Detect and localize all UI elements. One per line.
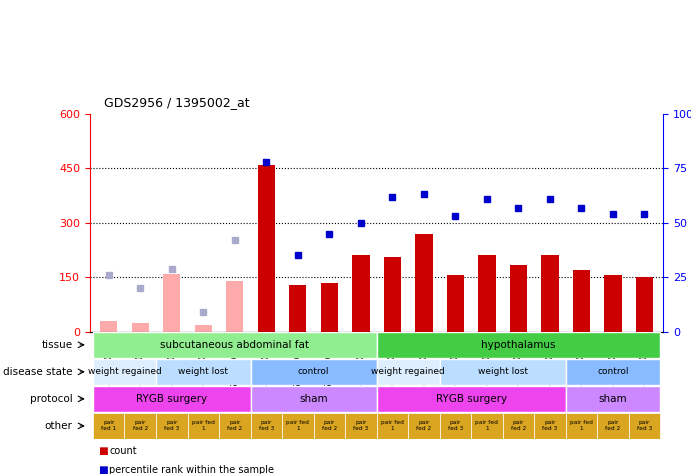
Text: pair
fed 2: pair fed 2 (416, 420, 431, 431)
Bar (604, 275, 622, 332)
Bar (471, 413, 502, 439)
Text: pair
fed 2: pair fed 2 (605, 420, 621, 431)
Bar (282, 413, 314, 439)
Text: protocol: protocol (30, 394, 73, 404)
Text: pair
fed 2: pair fed 2 (227, 420, 243, 431)
Text: other: other (45, 421, 73, 431)
Text: weight lost: weight lost (477, 367, 528, 376)
Bar (93, 332, 377, 358)
Text: sham: sham (598, 394, 627, 404)
Text: pair
fed 3: pair fed 3 (353, 420, 368, 431)
Bar (93, 359, 156, 385)
Bar (377, 386, 566, 412)
Text: control: control (597, 367, 629, 376)
Text: count: count (109, 446, 137, 456)
Bar (195, 325, 212, 332)
Bar (510, 264, 527, 332)
Text: pair
fed 2: pair fed 2 (133, 420, 148, 431)
Bar (408, 413, 439, 439)
Bar (566, 359, 660, 385)
Bar (93, 386, 251, 412)
Text: weight regained: weight regained (88, 367, 162, 376)
Bar (345, 413, 377, 439)
Bar (289, 284, 307, 332)
Text: subcutaneous abdominal fat: subcutaneous abdominal fat (160, 340, 310, 350)
Bar (226, 281, 243, 332)
Bar (124, 413, 156, 439)
Bar (541, 255, 558, 332)
Text: pair fed
1: pair fed 1 (192, 420, 215, 431)
Text: pair fed
1: pair fed 1 (286, 420, 310, 431)
Text: pair
fed 1: pair fed 1 (101, 420, 116, 431)
Text: RYGB surgery: RYGB surgery (136, 394, 207, 404)
Text: GDS2956 / 1395002_at: GDS2956 / 1395002_at (104, 96, 249, 109)
Text: RYGB surgery: RYGB surgery (435, 394, 507, 404)
Bar (446, 275, 464, 332)
Bar (352, 255, 370, 332)
Text: pair
fed 3: pair fed 3 (164, 420, 180, 431)
Bar (415, 234, 433, 332)
Bar (502, 413, 534, 439)
Text: pair
fed 3: pair fed 3 (258, 420, 274, 431)
Bar (597, 413, 629, 439)
Bar (131, 323, 149, 332)
Bar (163, 273, 180, 332)
Text: pair fed
1: pair fed 1 (475, 420, 498, 431)
Bar (251, 386, 377, 412)
Text: ■: ■ (98, 446, 108, 456)
Text: pair fed
1: pair fed 1 (381, 420, 404, 431)
Text: hypothalamus: hypothalamus (481, 340, 556, 350)
Bar (534, 413, 566, 439)
Text: percentile rank within the sample: percentile rank within the sample (109, 465, 274, 474)
Bar (251, 359, 377, 385)
Text: sham: sham (299, 394, 328, 404)
Bar (321, 283, 338, 332)
Bar (258, 164, 275, 332)
Bar (251, 413, 282, 439)
Text: pair
fed 2: pair fed 2 (322, 420, 337, 431)
Text: tissue: tissue (41, 340, 73, 350)
Text: disease state: disease state (3, 367, 73, 377)
Bar (377, 359, 439, 385)
Text: pair
fed 2: pair fed 2 (511, 420, 526, 431)
Bar (384, 257, 401, 332)
Bar (629, 413, 660, 439)
Text: pair
fed 3: pair fed 3 (542, 420, 558, 431)
Bar (439, 413, 471, 439)
Text: weight regained: weight regained (371, 367, 445, 376)
Text: pair fed
1: pair fed 1 (570, 420, 593, 431)
Text: pair
fed 3: pair fed 3 (448, 420, 463, 431)
Bar (187, 413, 219, 439)
Bar (573, 270, 590, 332)
Bar (566, 413, 597, 439)
Bar (439, 359, 566, 385)
Bar (377, 332, 660, 358)
Text: weight lost: weight lost (178, 367, 228, 376)
Bar (478, 255, 495, 332)
Text: control: control (298, 367, 330, 376)
Text: ■: ■ (98, 465, 108, 474)
Text: pair
fed 3: pair fed 3 (637, 420, 652, 431)
Bar (377, 413, 408, 439)
Bar (93, 413, 124, 439)
Bar (219, 413, 251, 439)
Bar (100, 321, 117, 332)
Bar (156, 413, 187, 439)
Bar (156, 359, 251, 385)
Bar (314, 413, 345, 439)
Bar (566, 386, 660, 412)
Bar (636, 277, 653, 332)
